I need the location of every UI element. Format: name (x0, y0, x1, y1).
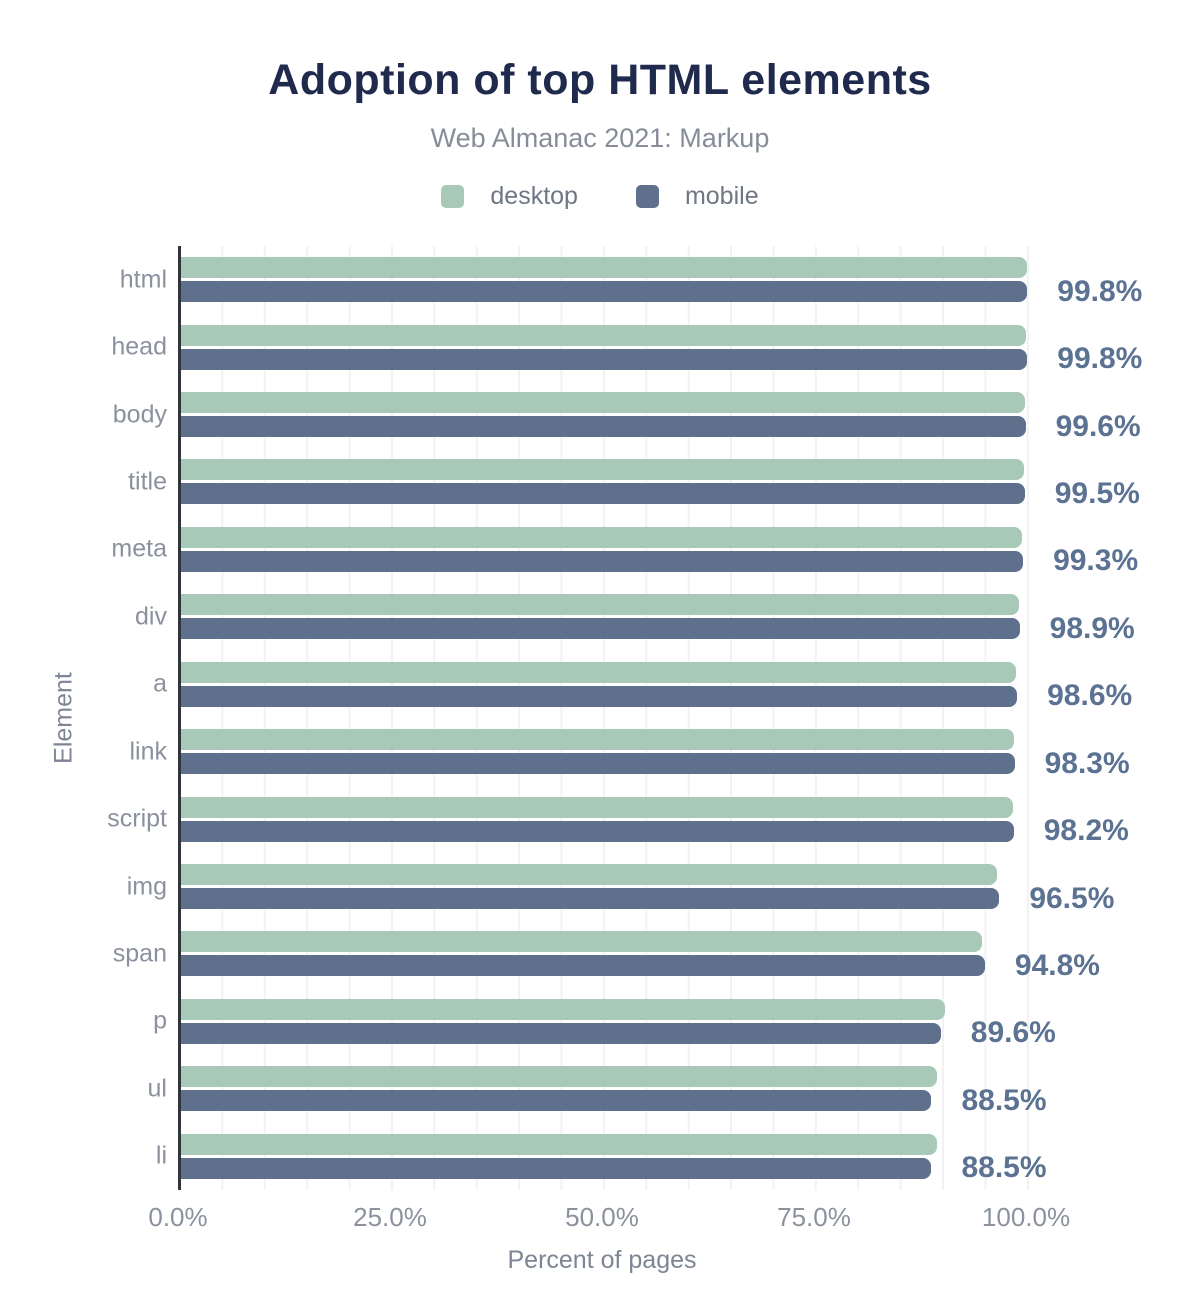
bar-mobile-body[interactable] (181, 416, 1026, 438)
bar-group-link: link 98.3% (129, 718, 1130, 785)
bar-desktop-a[interactable] (181, 661, 1017, 683)
bar-group-title: title 99.5% (128, 448, 1140, 515)
x-tick-25: 25.0% (353, 1202, 427, 1232)
bar-group-html: html 99.8% (120, 246, 1142, 313)
bar-mobile-title[interactable] (181, 483, 1025, 505)
plot-area: html 99.8% head 99.8% body 99.6% title 99.5% met… (107, 246, 1142, 1190)
bar-mobile-p[interactable] (181, 1022, 941, 1044)
value-label-head: 99.8% (1057, 342, 1143, 376)
bar-desktop-link[interactable] (181, 729, 1014, 751)
y-category-label-meta: meta (111, 534, 167, 563)
bar-group-span: span 94.8% (113, 920, 1100, 987)
legend-label-desktop: desktop (490, 182, 578, 210)
y-category-label-span: span (112, 939, 167, 968)
value-label-a: 98.6% (1047, 679, 1133, 713)
bar-group-script: script 98.2% (107, 785, 1129, 852)
bar-desktop-html[interactable] (181, 257, 1028, 279)
y-category-label-div: div (135, 602, 167, 631)
y-category-label-title: title (128, 467, 167, 496)
bar-mobile-a[interactable] (181, 685, 1018, 707)
bar-desktop-title[interactable] (181, 459, 1024, 481)
value-label-meta: 99.3% (1053, 544, 1139, 578)
bar-mobile-html[interactable] (181, 281, 1028, 303)
chart-header: Adoption of top HTML elements Web Almana… (0, 56, 1200, 154)
y-category-label-html: html (119, 265, 167, 294)
bar-group-meta: meta 99.3% (111, 516, 1138, 583)
bar-mobile-div[interactable] (181, 618, 1020, 640)
bar-desktop-head[interactable] (181, 324, 1027, 346)
y-category-label-p: p (153, 1006, 167, 1035)
y-category-label-head: head (111, 332, 167, 361)
value-label-ul: 88.5% (961, 1083, 1047, 1117)
bar-desktop-li[interactable] (181, 1133, 938, 1155)
bar-mobile-script[interactable] (181, 820, 1014, 842)
value-label-title: 99.5% (1054, 476, 1140, 510)
bar-group-head: head 99.8% (111, 313, 1142, 380)
legend-item-mobile[interactable]: mobile (635, 182, 759, 211)
bar-desktop-body[interactable] (181, 392, 1025, 414)
value-label-body: 99.6% (1055, 409, 1141, 443)
bar-group-body: body 99.6% (113, 381, 1141, 448)
bar-group-p: p 89.6% (153, 988, 1056, 1055)
value-label-img: 96.5% (1029, 881, 1115, 915)
value-label-html: 99.8% (1057, 274, 1143, 308)
legend-item-desktop[interactable]: desktop (441, 182, 578, 211)
bar-mobile-li[interactable] (181, 1157, 932, 1179)
y-category-label-li: li (155, 1141, 167, 1170)
bar-mobile-head[interactable] (181, 348, 1028, 370)
bar-desktop-ul[interactable] (181, 1066, 938, 1088)
value-label-span: 94.8% (1014, 948, 1100, 982)
y-category-label-img: img (126, 872, 167, 900)
bar-desktop-script[interactable] (181, 796, 1013, 818)
bar-desktop-p[interactable] (181, 998, 946, 1020)
bar-group-img: img 96.5% (127, 853, 1114, 920)
legend-swatch-desktop-icon (441, 185, 465, 208)
value-label-link: 98.3% (1044, 746, 1130, 780)
y-axis-title: Element (49, 672, 78, 764)
chart-subtitle: Web Almanac 2021: Markup (430, 123, 770, 153)
x-axis-title: Percent of pages (507, 1246, 697, 1274)
value-label-p: 89.6% (970, 1016, 1056, 1050)
bar-group-a: a 98.6% (153, 651, 1132, 718)
x-tick-0: 0.0% (148, 1202, 208, 1232)
x-tick-50: 50.0% (565, 1202, 639, 1232)
bar-desktop-div[interactable] (181, 594, 1019, 616)
value-label-script: 98.2% (1043, 814, 1129, 848)
y-category-label-script: script (107, 804, 167, 833)
bar-mobile-meta[interactable] (181, 550, 1024, 572)
bar-mobile-link[interactable] (181, 753, 1015, 775)
bar-mobile-span[interactable] (181, 955, 985, 977)
bar-mobile-ul[interactable] (181, 1090, 932, 1112)
bar-desktop-img[interactable] (181, 864, 997, 885)
bar-group-ul: ul 88.5% (148, 1055, 1047, 1122)
x-tick-75: 75.0% (777, 1202, 851, 1232)
bar-desktop-meta[interactable] (181, 526, 1023, 548)
value-label-li: 88.5% (961, 1151, 1047, 1185)
legend-label-mobile: mobile (684, 182, 759, 210)
bar-group-div: div 98.9% (135, 583, 1135, 650)
y-category-label-a: a (153, 669, 167, 698)
legend-swatch-mobile-icon (635, 185, 659, 208)
y-category-label-ul: ul (147, 1074, 167, 1103)
legend: desktop mobile (0, 182, 1200, 211)
y-category-label-link: link (129, 737, 167, 766)
y-category-label-body: body (112, 400, 167, 429)
x-tick-100: 100.0% (981, 1202, 1071, 1232)
bar-group-li: li 88.5% (156, 1122, 1047, 1189)
x-axis: 0.0% 25.0% 50.0% 75.0% 100.0% (148, 1202, 1070, 1236)
bar-desktop-span[interactable] (181, 931, 982, 953)
chart-title: Adoption of top HTML elements (268, 56, 932, 104)
value-label-div: 98.9% (1049, 611, 1135, 645)
bar-mobile-img[interactable] (181, 888, 1000, 909)
